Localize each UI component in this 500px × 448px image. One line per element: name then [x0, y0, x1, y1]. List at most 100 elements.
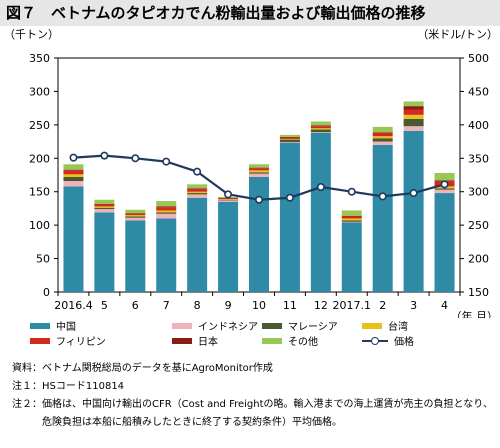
x-tick-label: 9	[225, 299, 232, 312]
bar-segment	[63, 170, 84, 175]
legend-item: マレーシア	[262, 318, 338, 333]
bar-segment	[125, 216, 146, 218]
note-text: ベトナム関税総局のデータを基にAgroMonitor作成	[42, 363, 273, 374]
y-left-tick-label: 0	[43, 286, 50, 299]
bar-segment	[125, 217, 146, 221]
bar-segment	[218, 198, 239, 200]
bar-segment	[94, 207, 115, 210]
bar-segment	[63, 181, 84, 187]
x-tick-label: 6	[132, 299, 139, 312]
bar-segment	[341, 215, 362, 217]
legend-swatch	[262, 337, 282, 344]
legend-swatch	[30, 322, 50, 329]
bar-segment	[125, 213, 146, 214]
notes: 資料： ベトナム関税総局のデータを基にAgroMonitor作成 注１： HSコ…	[12, 360, 496, 432]
bar-segment	[125, 220, 146, 292]
y-left-tick-label: 250	[29, 119, 50, 132]
bar-segment	[187, 188, 208, 190]
bar-segment	[279, 134, 300, 137]
bar-segment	[63, 169, 84, 171]
bar-segment	[372, 144, 393, 292]
y-left-tick-label: 350	[29, 52, 50, 65]
bar-segment	[310, 126, 331, 129]
x-unit-label: （年.月）	[451, 309, 499, 318]
y-left-tick-label: 200	[29, 152, 50, 165]
y-left-tick-label: 150	[29, 186, 50, 199]
bar-segment	[218, 199, 239, 200]
legend-label: フィリピン	[56, 337, 106, 348]
bar-segment	[279, 139, 300, 143]
bar-segment	[94, 204, 115, 207]
bar-segment	[156, 206, 177, 208]
bar-segment	[279, 142, 300, 292]
bar-segment	[341, 210, 362, 216]
bar-segment	[279, 142, 300, 143]
legend-label: 価格	[394, 337, 414, 348]
bar-segment	[279, 136, 300, 138]
bar-segment	[403, 130, 424, 292]
legend-swatch	[262, 322, 282, 329]
bar-segment	[434, 189, 455, 194]
bar-segment	[63, 164, 84, 170]
bar-segment	[94, 209, 115, 213]
legend-item: インドネシア	[172, 318, 258, 333]
note-1: 注１： HSコード110814	[12, 378, 496, 396]
bar-segment	[372, 138, 393, 142]
bar-segment	[434, 188, 455, 190]
bar-segment	[63, 186, 84, 292]
bar-segment	[94, 199, 115, 204]
bar-segment	[403, 126, 424, 131]
bar-segment	[187, 189, 208, 192]
bar-segment	[187, 184, 208, 189]
bar-segment	[187, 197, 208, 292]
x-tick-label: 3	[410, 299, 417, 312]
bar-segment	[218, 199, 239, 201]
price-point	[316, 183, 325, 192]
legend-label: 中国	[56, 322, 76, 333]
price-point	[409, 189, 418, 198]
bar-segment	[156, 218, 177, 292]
x-tick-label: 10	[252, 299, 266, 312]
bar-segment	[434, 172, 455, 181]
note-prefix: 注２：	[12, 399, 42, 410]
bar-segment	[310, 125, 331, 127]
x-tick-label: 11	[283, 299, 297, 312]
bar-segment	[310, 121, 331, 126]
bar-segment	[372, 141, 393, 145]
legend-item: フィリピン	[30, 333, 106, 348]
bar-segment	[156, 210, 177, 213]
x-tick-label: 2	[379, 299, 386, 312]
bar-segment	[310, 132, 331, 133]
bar-segment	[372, 136, 393, 139]
bar-segment	[218, 200, 239, 202]
bar-segment	[372, 132, 393, 133]
y-right-tick-label: 250	[468, 219, 489, 232]
chart-title: 図７ ベトナムのタピオカでん粉輸出量および輸出価格の推移	[0, 0, 500, 26]
y-left-tick-label: 100	[29, 219, 50, 232]
price-point	[193, 167, 202, 176]
legend-item: 台湾	[362, 318, 408, 333]
price-point	[131, 154, 140, 163]
price-point	[224, 190, 233, 199]
y-left-unit-label: （千トン）	[4, 28, 59, 41]
bar-segment	[187, 191, 208, 194]
price-point	[347, 187, 356, 196]
bar-segment	[403, 118, 424, 127]
y-right-tick-label: 350	[468, 152, 489, 165]
bar-segment	[63, 177, 84, 182]
y-left-tick-label: 50	[36, 253, 50, 266]
bar-segment	[341, 216, 362, 219]
legend-swatch	[362, 336, 388, 346]
legend-label: その他	[288, 337, 318, 348]
bar-segment	[125, 215, 146, 217]
bar-segment	[279, 138, 300, 140]
bar-segment	[403, 101, 424, 107]
bar-segment	[249, 168, 269, 171]
note-2: 注２： 価格は、中国向け輸出のCFR（Cost and Freightの略。輸入…	[12, 396, 496, 432]
note-prefix: 注１：	[12, 381, 42, 392]
y-right-tick-label: 400	[468, 119, 489, 132]
bar-segment	[249, 172, 269, 174]
x-tick-label: 5	[101, 299, 108, 312]
bar-segment	[341, 218, 362, 221]
bar-segment	[249, 164, 269, 168]
